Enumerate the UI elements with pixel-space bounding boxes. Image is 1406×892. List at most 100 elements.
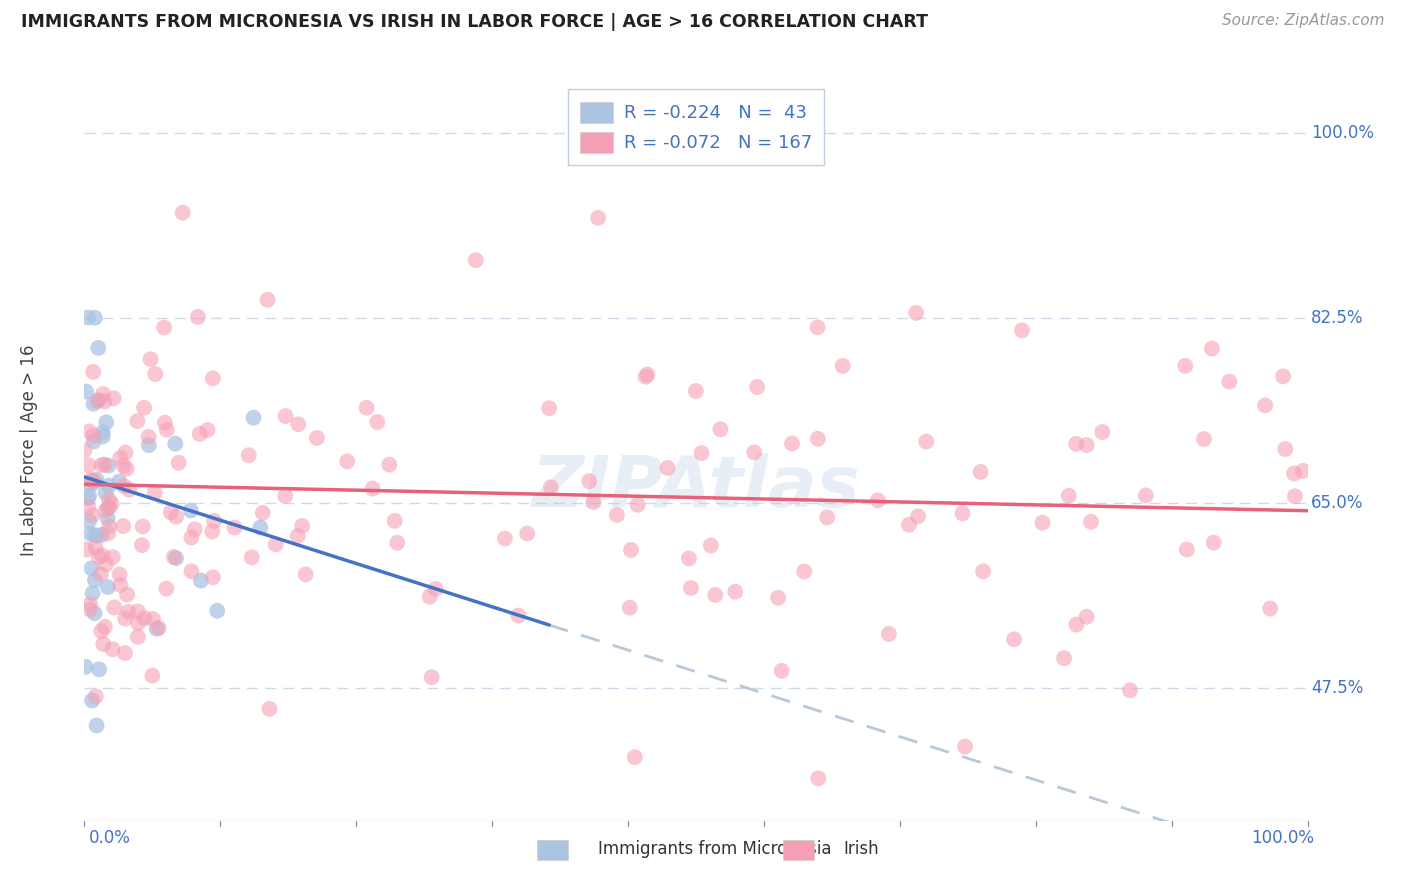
Point: [197, 423, 219, 437]
Point: [91, 549, 114, 563]
Point: [138, 430, 160, 444]
Point: [766, 591, 789, 605]
Point: [127, 605, 149, 619]
Text: In Labor Force | Age > 16: In Labor Force | Age > 16: [20, 344, 38, 557]
Point: [742, 445, 765, 459]
Point: [202, 514, 225, 528]
Point: [586, 211, 609, 225]
Point: [143, 485, 166, 500]
Text: Source: ZipAtlas.com: Source: ZipAtlas.com: [1222, 13, 1385, 29]
Text: 100.0%: 100.0%: [1312, 124, 1374, 142]
Point: [1192, 432, 1215, 446]
Point: [538, 401, 561, 416]
Text: 47.5%: 47.5%: [1312, 680, 1364, 698]
Point: [1254, 398, 1277, 412]
Point: [287, 417, 309, 432]
Point: [75, 659, 97, 673]
Point: [578, 474, 600, 488]
Point: [1053, 651, 1076, 665]
Point: [907, 509, 929, 524]
Point: [82, 397, 104, 411]
Point: [90, 567, 112, 582]
Point: [356, 401, 378, 415]
Point: [86, 529, 108, 543]
Point: [97, 580, 120, 594]
Point: [1174, 359, 1197, 373]
Point: [87, 662, 110, 676]
Point: [1284, 489, 1306, 503]
Point: [806, 320, 828, 334]
Point: [76, 542, 98, 557]
Point: [165, 436, 187, 450]
Point: [898, 517, 921, 532]
Point: [97, 458, 120, 473]
Point: [287, 529, 309, 543]
Point: [75, 384, 97, 399]
Point: [101, 550, 124, 565]
Point: [138, 438, 160, 452]
Point: [91, 425, 114, 440]
Point: [132, 401, 155, 415]
Point: [188, 426, 211, 441]
Point: [1080, 515, 1102, 529]
Point: [685, 384, 707, 398]
Point: [180, 531, 202, 545]
Legend: R = -0.224   N =  43, R = -0.072   N = 167: R = -0.224 N = 43, R = -0.072 N = 167: [568, 89, 824, 165]
Point: [264, 537, 287, 551]
Point: [84, 541, 107, 555]
Point: [1076, 609, 1098, 624]
Point: [97, 492, 120, 507]
Point: [127, 616, 149, 631]
Point: [73, 443, 96, 458]
Point: [1218, 375, 1240, 389]
Point: [79, 602, 101, 616]
Point: [108, 475, 131, 489]
Point: [91, 387, 114, 401]
Point: [163, 549, 186, 564]
Point: [94, 503, 117, 517]
Point: [110, 450, 132, 465]
Point: [624, 750, 647, 764]
Point: [101, 642, 124, 657]
Point: [103, 600, 125, 615]
Point: [110, 578, 132, 592]
Text: Immigrants from Micronesia: Immigrants from Micronesia: [598, 840, 831, 858]
Point: [807, 772, 830, 786]
Point: [167, 456, 190, 470]
Point: [336, 454, 359, 468]
Point: [291, 519, 314, 533]
Point: [274, 489, 297, 503]
Point: [1057, 489, 1080, 503]
Point: [249, 520, 271, 534]
Point: [153, 416, 176, 430]
Point: [87, 394, 110, 409]
Point: [82, 586, 104, 600]
Point: [1076, 438, 1098, 452]
Point: [969, 465, 991, 479]
Point: [420, 670, 443, 684]
Point: [93, 637, 115, 651]
Point: [131, 519, 153, 533]
Point: [159, 505, 181, 519]
Point: [1201, 342, 1223, 356]
Point: [540, 480, 562, 494]
Point: [112, 479, 135, 493]
Point: [90, 458, 112, 472]
Point: [94, 558, 117, 572]
Point: [153, 320, 176, 334]
Point: [165, 509, 187, 524]
Point: [1066, 617, 1088, 632]
Point: [238, 448, 260, 462]
Point: [464, 253, 486, 268]
Point: [305, 431, 328, 445]
Text: Irish: Irish: [844, 840, 879, 858]
Point: [700, 538, 723, 552]
Point: [494, 532, 516, 546]
Point: [770, 664, 793, 678]
Point: [1064, 437, 1087, 451]
Point: [877, 627, 900, 641]
Point: [915, 434, 938, 449]
Point: [94, 620, 117, 634]
Point: [96, 415, 118, 429]
Point: [112, 519, 135, 533]
